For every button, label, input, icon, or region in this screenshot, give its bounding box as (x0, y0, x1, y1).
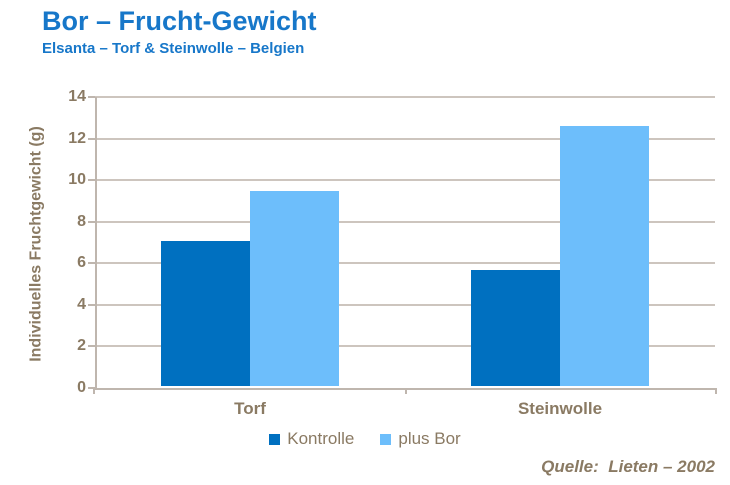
y-tick-mark-12 (88, 137, 95, 140)
legend: Kontrolle plus Bor (0, 428, 730, 450)
bar-kontrolle-steinwolle (471, 269, 560, 386)
legend-item-plus-bor: plus Bor (380, 429, 461, 449)
gridline-y10 (95, 179, 715, 182)
y-axis-line (95, 97, 97, 390)
plot-area (95, 96, 715, 388)
gridline-y4 (95, 303, 715, 306)
y-tick-label-6: 6 (77, 254, 86, 272)
bar-plus-bor-steinwolle (560, 126, 649, 386)
gridline-y12 (95, 137, 715, 140)
y-tick-mark-6 (88, 262, 95, 265)
gridline-y14 (95, 96, 715, 98)
category-label-torf: Torf (234, 399, 266, 418)
source-citation: Quelle: Lieten – 2002 (541, 457, 715, 476)
y-tick-label-0: 0 (77, 379, 86, 396)
y-tick-mark-10 (88, 179, 95, 182)
y-tick-mark-2 (88, 345, 95, 348)
legend-swatch-icon (380, 433, 392, 445)
gridline-y6 (95, 262, 715, 265)
legend-item-kontrolle: Kontrolle (269, 429, 354, 449)
y-tick-mark-0 (88, 387, 95, 389)
gridline-y8 (95, 220, 715, 223)
gridline-y2 (95, 345, 715, 348)
y-tick-label-14: 14 (68, 88, 86, 105)
chart-subtitle: Elsanta – Torf & Steinwolle – Belgien (42, 40, 305, 57)
y-tick-mark-14 (88, 96, 95, 98)
y-tick-label-10: 10 (68, 171, 86, 189)
y-tick-mark-4 (88, 303, 95, 306)
x-tick-mark-1 (405, 389, 407, 394)
y-tick-label-4: 4 (77, 295, 86, 313)
y-tick-mark-8 (88, 220, 95, 223)
bar-plus-bor-torf (250, 190, 339, 386)
chart-title: Bor – Frucht-Gewicht (42, 6, 317, 36)
y-tick-label-2: 2 (77, 337, 86, 355)
category-label-steinwolle: Steinwolle (517, 399, 603, 418)
x-tick-mark-0 (93, 389, 95, 394)
legend-label: Kontrolle (287, 429, 355, 448)
legend-swatch-icon (269, 433, 281, 445)
x-tick-mark-2 (715, 389, 717, 394)
y-tick-label-12: 12 (68, 129, 86, 147)
legend-label: plus Bor (398, 429, 461, 448)
bar-kontrolle-torf (161, 240, 250, 386)
y-tick-label-8: 8 (77, 212, 86, 230)
